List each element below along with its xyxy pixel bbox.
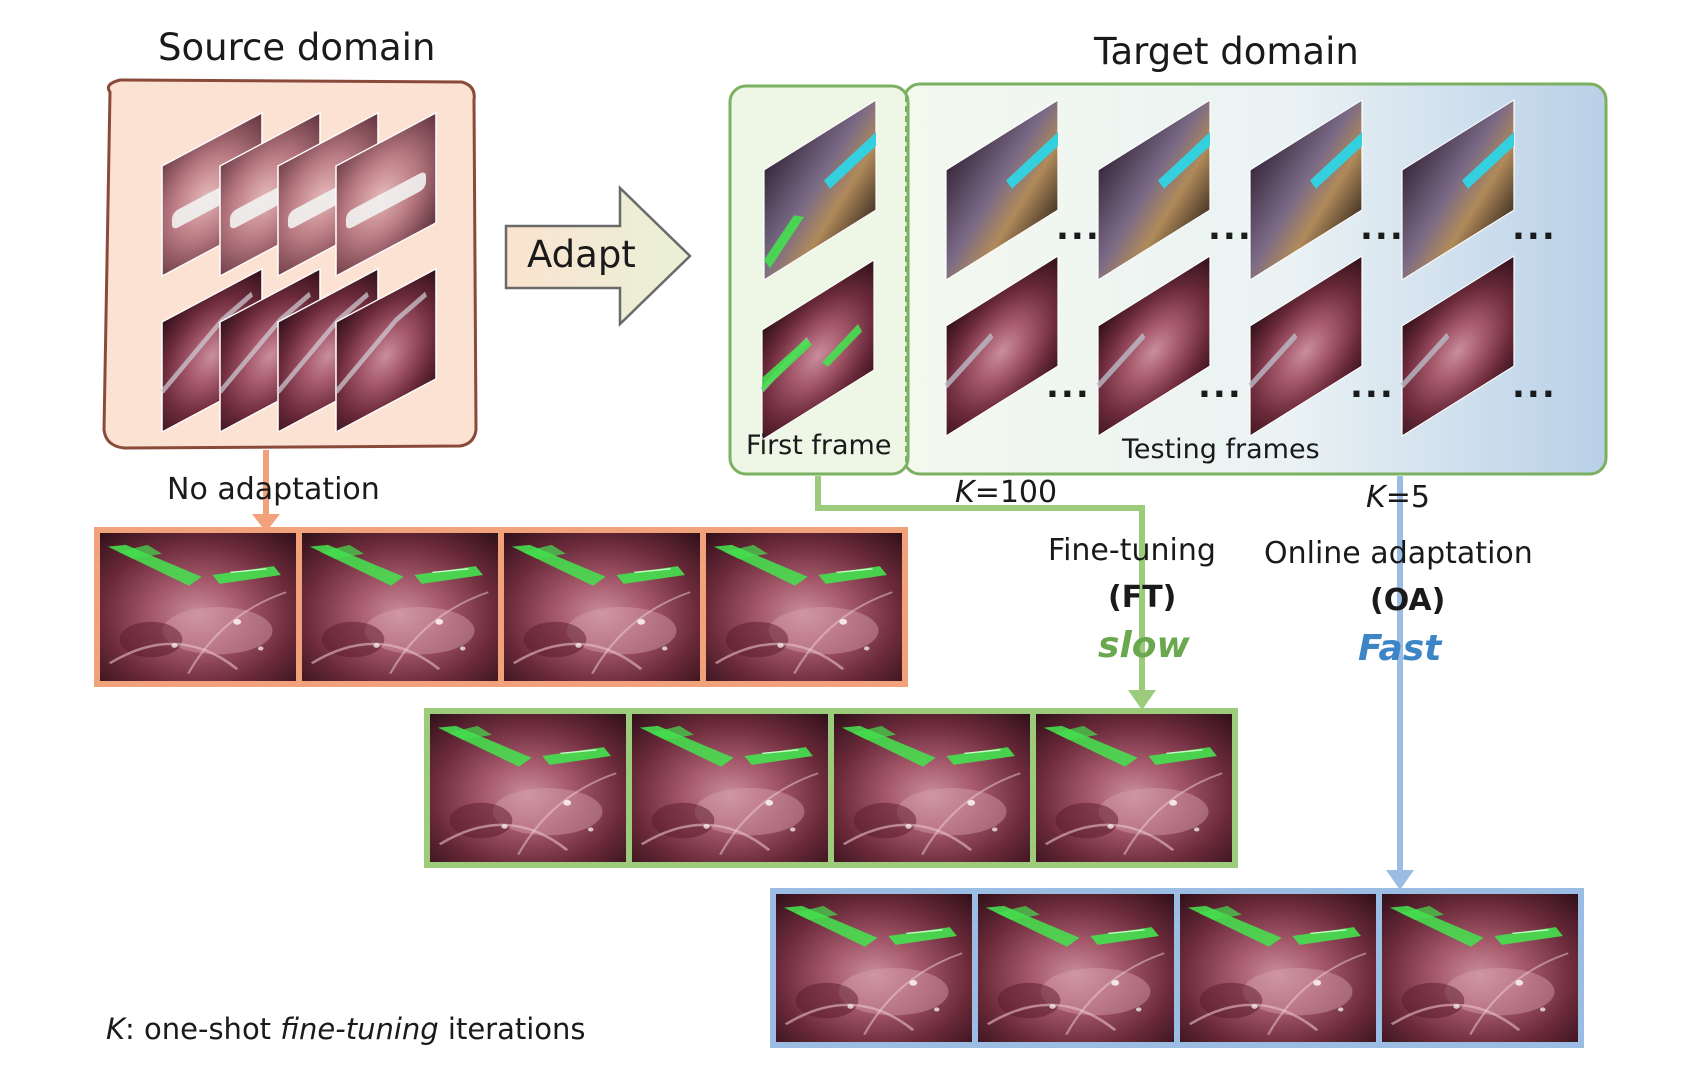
ellipsis: ... xyxy=(1208,208,1253,248)
ft-speed: slow xyxy=(1098,625,1190,666)
oa-arrowhead xyxy=(1386,870,1414,890)
ft-arrowhead xyxy=(1128,690,1156,710)
instrument-mask xyxy=(764,215,804,269)
instrument-shaft xyxy=(334,291,427,394)
ellipsis: ... xyxy=(1512,208,1557,248)
ellipsis: ... xyxy=(1350,366,1395,406)
oa-k-label: K=5 xyxy=(1366,480,1430,515)
ft-k-label: K=100 xyxy=(955,475,1058,510)
instrument-mask xyxy=(822,324,862,367)
ellipsis: ... xyxy=(1056,208,1101,248)
instrument-tip xyxy=(1310,132,1362,189)
source-frame xyxy=(334,267,437,434)
result-frame xyxy=(704,531,904,683)
ft-connector xyxy=(815,476,1145,696)
instrument-tip xyxy=(1006,132,1058,189)
source-frame xyxy=(335,111,437,278)
result-frame xyxy=(1034,712,1234,864)
testing-frames-label: Testing frames xyxy=(1122,434,1320,465)
result-frame xyxy=(1178,892,1378,1044)
ellipsis: ... xyxy=(1360,208,1405,248)
ellipsis: ... xyxy=(1198,366,1243,406)
target-frame xyxy=(945,99,1059,281)
result-frame xyxy=(300,531,500,683)
target-frame xyxy=(1248,255,1363,437)
adapt-arrow xyxy=(504,185,692,327)
instrument-tip xyxy=(1462,132,1514,189)
target-domain-title: Target domain xyxy=(1094,30,1359,73)
instrument-shaft xyxy=(1248,333,1298,389)
result-frame xyxy=(502,531,702,683)
ellipsis: ... xyxy=(1046,366,1091,406)
instrument-shaft xyxy=(276,291,369,394)
instrument-tip xyxy=(824,132,876,189)
target-frame xyxy=(1401,99,1515,281)
target-frame xyxy=(1096,255,1211,437)
adapt-label: Adapt xyxy=(527,233,636,276)
oa-abbrev: (OA) xyxy=(1370,583,1446,618)
target-frame xyxy=(1249,99,1363,281)
instrument-shaft xyxy=(1400,333,1450,389)
result-frame xyxy=(774,892,974,1044)
first-frame-label: First frame xyxy=(746,430,892,461)
instrument-shaft xyxy=(1096,333,1146,389)
instrument-tip xyxy=(1158,132,1210,189)
result-frame xyxy=(1380,892,1580,1044)
target-frame xyxy=(944,255,1059,437)
ft-title: Fine-tuning xyxy=(1048,533,1216,568)
instrument-shaft xyxy=(160,291,253,394)
ellipsis: ... xyxy=(1512,366,1557,406)
target-frame xyxy=(763,99,877,281)
result-frame xyxy=(98,531,298,683)
no-adaptation-arrowhead xyxy=(252,514,280,532)
target-frame xyxy=(760,259,875,441)
target-frame xyxy=(1097,99,1211,281)
source-domain-title: Source domain xyxy=(158,26,436,69)
result-frame xyxy=(428,712,628,864)
target-frame xyxy=(1400,255,1515,437)
instrument-shaft xyxy=(346,172,426,229)
result-frame xyxy=(976,892,1176,1044)
ft-abbrev: (FT) xyxy=(1108,580,1177,615)
result-frame xyxy=(832,712,1032,864)
instrument-mask xyxy=(762,338,812,392)
instrument-shaft xyxy=(944,333,994,389)
oa-speed: Fast xyxy=(1358,628,1442,669)
result-frame xyxy=(630,712,830,864)
no-adaptation-label: No adaptation xyxy=(167,472,380,507)
oa-title: Online adaptation xyxy=(1264,536,1533,571)
instrument-shaft xyxy=(218,291,311,394)
footnote: K: one-shot fine-tuning iterations xyxy=(106,1012,586,1046)
